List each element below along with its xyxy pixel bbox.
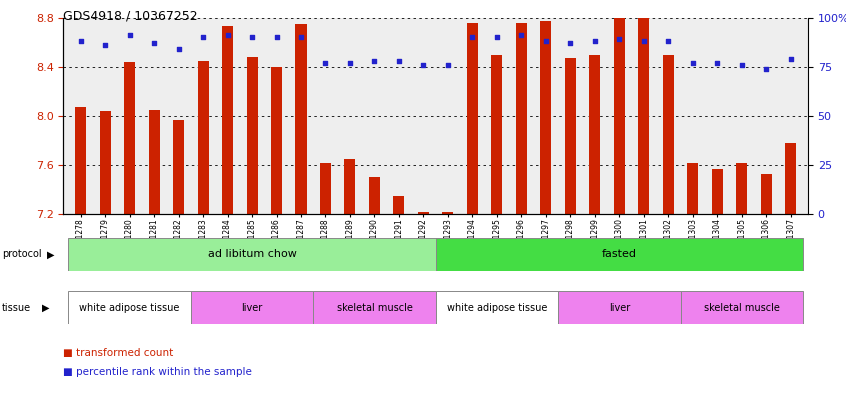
Text: ▶: ▶	[47, 250, 55, 259]
Point	[343, 60, 357, 66]
Text: tissue: tissue	[2, 303, 30, 312]
Bar	[313, 291, 436, 324]
Point	[539, 38, 552, 44]
Point	[98, 42, 112, 48]
Bar	[69, 238, 436, 271]
Point	[368, 58, 382, 64]
Bar	[344, 159, 355, 214]
Point	[441, 62, 454, 68]
Point	[662, 38, 675, 44]
Point	[735, 62, 749, 68]
Point	[221, 32, 234, 39]
Bar	[711, 169, 722, 214]
Bar	[149, 110, 160, 214]
Bar	[736, 163, 747, 214]
Text: ad libitum chow: ad libitum chow	[207, 250, 296, 259]
Bar	[639, 10, 650, 214]
Point	[490, 34, 503, 40]
Point	[74, 38, 87, 44]
Bar	[565, 58, 576, 214]
Bar	[785, 143, 796, 214]
Bar	[680, 291, 803, 324]
Bar	[369, 177, 380, 214]
Bar	[271, 67, 282, 214]
Text: liver: liver	[609, 303, 630, 312]
Bar	[246, 57, 257, 214]
Bar	[614, 8, 625, 214]
Point	[465, 34, 479, 40]
Bar	[516, 23, 527, 214]
Bar	[69, 291, 191, 324]
Bar	[393, 196, 404, 214]
Point	[294, 34, 308, 40]
Bar	[124, 62, 135, 214]
Point	[196, 34, 210, 40]
Bar	[75, 107, 86, 214]
Point	[172, 46, 185, 52]
Point	[319, 60, 332, 66]
Bar	[320, 163, 331, 214]
Bar	[590, 55, 601, 214]
Bar	[173, 119, 184, 214]
Bar	[100, 111, 111, 214]
Bar	[687, 163, 698, 214]
Bar	[467, 23, 478, 214]
Point	[588, 38, 602, 44]
Point	[393, 58, 406, 64]
Text: protocol: protocol	[2, 250, 41, 259]
Point	[637, 38, 651, 44]
Text: skeletal muscle: skeletal muscle	[337, 303, 412, 312]
Point	[270, 34, 283, 40]
Text: skeletal muscle: skeletal muscle	[704, 303, 780, 312]
Text: GDS4918 / 10367252: GDS4918 / 10367252	[63, 10, 198, 23]
Point	[417, 62, 431, 68]
Text: white adipose tissue: white adipose tissue	[447, 303, 547, 312]
Point	[245, 34, 259, 40]
Text: ■ transformed count: ■ transformed count	[63, 348, 173, 358]
Bar	[492, 55, 503, 214]
Bar	[295, 24, 306, 214]
Point	[147, 40, 161, 46]
Bar	[191, 291, 313, 324]
Bar	[436, 291, 558, 324]
Bar	[197, 61, 209, 214]
Point	[514, 32, 528, 39]
Text: white adipose tissue: white adipose tissue	[80, 303, 179, 312]
Point	[784, 56, 798, 62]
Text: fasted: fasted	[602, 250, 637, 259]
Point	[613, 36, 626, 42]
Bar	[418, 212, 429, 214]
Text: ■ percentile rank within the sample: ■ percentile rank within the sample	[63, 367, 252, 377]
Bar	[436, 238, 803, 271]
Text: liver: liver	[241, 303, 262, 312]
Bar	[541, 21, 552, 214]
Point	[760, 66, 773, 72]
Bar	[662, 55, 674, 214]
Bar	[442, 212, 453, 214]
Point	[563, 40, 577, 46]
Bar	[558, 291, 680, 324]
Bar	[222, 26, 233, 214]
Point	[123, 32, 136, 39]
Text: ▶: ▶	[42, 303, 50, 312]
Point	[711, 60, 724, 66]
Point	[686, 60, 700, 66]
Bar	[761, 174, 772, 214]
